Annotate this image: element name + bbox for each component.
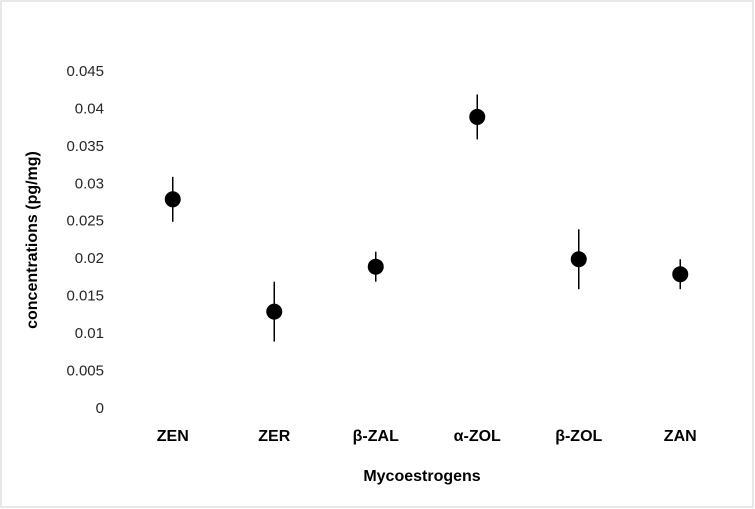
y-tick-label: 0 (96, 400, 104, 417)
y-tick-label: 0.03 (75, 175, 104, 192)
y-tick-label: 0.01 (75, 325, 104, 342)
x-tick-label: β-ZAL (353, 428, 399, 445)
y-tick-label: 0.025 (66, 213, 104, 230)
x-axis-title: Mycoestrogens (363, 468, 480, 485)
marker (266, 303, 283, 320)
y-tick-label: 0.015 (66, 288, 104, 305)
x-tick-label: ZER (258, 428, 290, 445)
y-axis-title: concentrations (pg/mg) (24, 151, 41, 329)
x-tick-label: ZEN (157, 428, 189, 445)
x-tick-label: α-ZOL (454, 428, 501, 445)
marker (672, 266, 689, 283)
y-tick-label: 0.04 (75, 100, 104, 117)
marker (469, 108, 486, 125)
marker (164, 191, 181, 208)
y-tick-label: 0.035 (66, 138, 104, 155)
y-tick-label: 0.02 (75, 250, 104, 267)
y-tick-label: 0.005 (66, 363, 104, 380)
marker (570, 251, 587, 268)
marker (367, 258, 384, 275)
x-tick-label: β-ZOL (555, 428, 602, 445)
x-tick-label: ZAN (664, 428, 697, 445)
y-tick-label: 0.045 (66, 63, 104, 80)
